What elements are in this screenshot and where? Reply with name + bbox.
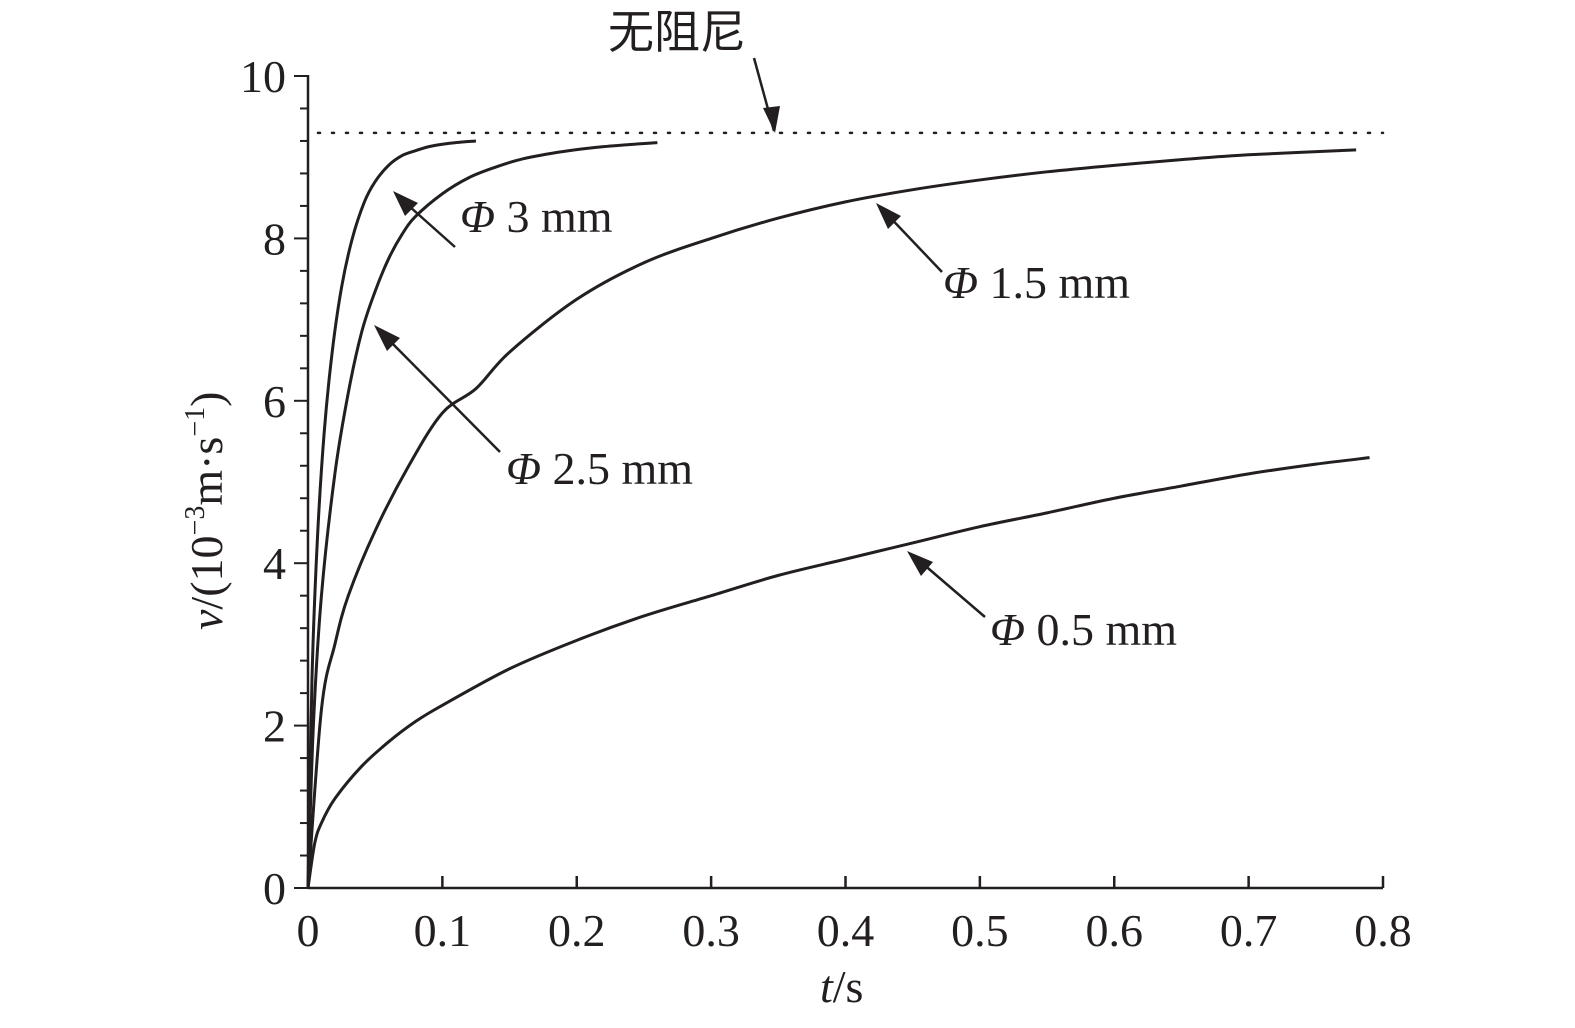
- y-axis-label: v/(10−3m·s−1): [180, 392, 232, 630]
- series-label-phi15: Φ 1.5 mm: [943, 257, 1130, 308]
- x-tick-label: 0.4: [817, 905, 875, 956]
- y-tick-label: 6: [263, 376, 286, 427]
- x-tick-label: 0.6: [1086, 905, 1144, 956]
- y-tick-label: 8: [263, 213, 286, 264]
- x-tick-label: 0.8: [1354, 905, 1412, 956]
- arrowhead-undamped: [763, 106, 780, 133]
- undamped-label: 无阻尼: [608, 7, 746, 58]
- series-line-1: [306, 141, 658, 889]
- series-line-3: [306, 456, 1370, 889]
- series-label-phi3: Φ 3 mm: [460, 191, 613, 242]
- x-tick-label: 0.1: [414, 905, 472, 956]
- series-label-phi25: Φ 2.5 mm: [506, 443, 693, 494]
- arrowhead-phi3: [393, 191, 418, 216]
- arrowhead-phi25: [374, 325, 400, 351]
- y-tick-label: 0: [263, 863, 286, 914]
- x-tick-label: 0.7: [1220, 905, 1278, 956]
- tick-group: [294, 75, 1385, 889]
- tick-label-group: 0 0.1 0.2 0.3 0.4 0.5 0.6 0.7 0.8 0 2 4 6 8 10: [240, 51, 1412, 956]
- arrowhead-phi15: [876, 203, 901, 229]
- series-label-phi05: Φ 0.5 mm: [990, 604, 1177, 655]
- y-tick-label: 10: [240, 51, 286, 102]
- x-tick-label: 0.2: [548, 905, 606, 956]
- y-tick-label: 2: [263, 701, 286, 752]
- arrowhead-phi05: [907, 551, 933, 576]
- x-axis-label: t/s: [820, 961, 863, 1012]
- arrow-phi25: [380, 331, 501, 453]
- y-tick-label: 4: [263, 538, 286, 589]
- x-tick-label: 0: [297, 905, 320, 956]
- annotation-arrows: [374, 57, 986, 618]
- series-line-0: [306, 139, 477, 889]
- series-line-2: [306, 148, 1357, 889]
- x-tick-label: 0.3: [682, 905, 740, 956]
- series-group: [306, 139, 1370, 889]
- x-tick-label: 0.5: [951, 905, 1009, 956]
